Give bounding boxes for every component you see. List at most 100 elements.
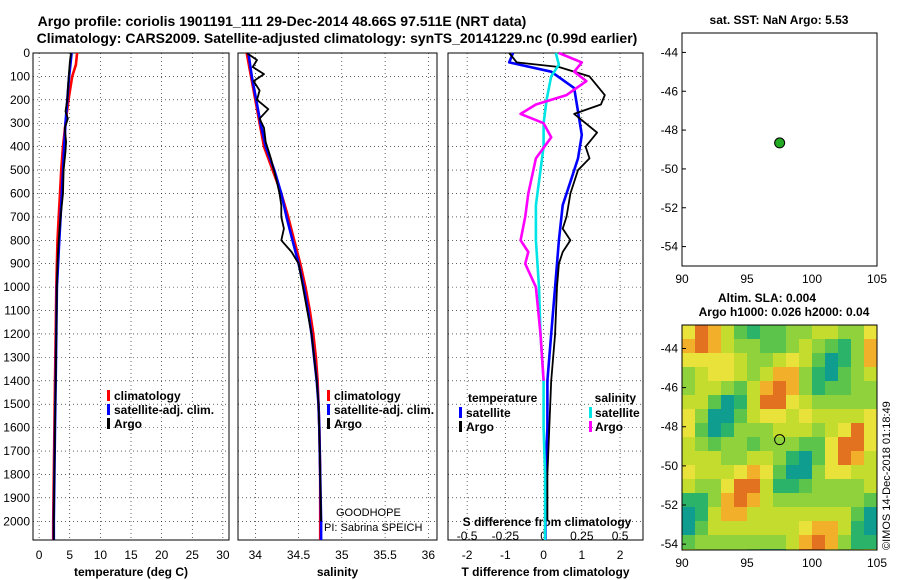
legend-label: satellite-adj. clim. xyxy=(334,403,434,417)
sla-cell xyxy=(708,339,721,353)
sla-cell xyxy=(760,395,773,409)
sla-cell xyxy=(851,423,864,437)
sla-cell xyxy=(721,325,734,339)
x-tick-label: 20 xyxy=(155,548,169,562)
sla-cell xyxy=(682,325,695,339)
sla-cell xyxy=(786,367,799,381)
sla-cell xyxy=(786,409,799,423)
sla-cell xyxy=(760,507,773,521)
sla-cell xyxy=(682,465,695,479)
sst-map-panel: 90 95 100 105 -44 -46 -48 -50 -52 -54 sat. SST: Na… xyxy=(661,13,888,286)
sla-cell xyxy=(747,493,760,507)
sla-cell xyxy=(682,535,695,549)
sla-cell xyxy=(773,409,786,423)
depth-tick-label: 1600 xyxy=(3,421,30,435)
depth-tick-label: 500 xyxy=(10,163,30,177)
lon-tick-label: 90 xyxy=(675,272,689,286)
sla-cell xyxy=(851,451,864,465)
depth-tick-label: 700 xyxy=(10,210,30,224)
sla-cell xyxy=(734,507,747,521)
sla-cell xyxy=(864,325,877,339)
sla-cell xyxy=(682,353,695,367)
legend-label: Argo xyxy=(595,420,623,434)
sla-cell xyxy=(825,479,838,493)
x-axis-label: T difference from climatology xyxy=(461,565,629,579)
sla-cell xyxy=(799,479,812,493)
depth-tick-label: 400 xyxy=(10,140,30,154)
sla-cell xyxy=(747,409,760,423)
sla-cell xyxy=(838,353,851,367)
x-tick-label: 10 xyxy=(94,548,108,562)
sla-cell xyxy=(799,367,812,381)
sla-cell xyxy=(695,465,708,479)
sla-cell xyxy=(708,465,721,479)
legend-label: climatology xyxy=(334,389,401,403)
sla-cell xyxy=(864,353,877,367)
x-axis-label: temperature (deg C) xyxy=(74,565,188,579)
depth-tick-label: 1900 xyxy=(3,491,30,505)
legend-label: Argo xyxy=(334,417,362,431)
sla-cell xyxy=(773,479,786,493)
sla-cell xyxy=(773,395,786,409)
sla-cell xyxy=(864,437,877,451)
sla-cell xyxy=(825,353,838,367)
sla-cell xyxy=(812,423,825,437)
x-tick-label: 5 xyxy=(66,548,73,562)
sla-cell xyxy=(708,535,721,549)
sla-cell xyxy=(799,493,812,507)
sla-cell xyxy=(851,381,864,395)
sla-cell xyxy=(721,367,734,381)
sla-cell xyxy=(747,479,760,493)
sla-cell xyxy=(825,367,838,381)
sla-cell xyxy=(682,367,695,381)
sla-cell xyxy=(708,479,721,493)
depth-tick-label: 1400 xyxy=(3,374,30,388)
sla-cell xyxy=(786,423,799,437)
lat-tick-label: -48 xyxy=(661,420,679,434)
sla-map-subtitle: Argo h1000: 0.026 h2000: 0.04 xyxy=(699,305,870,319)
legend-swatch-0 xyxy=(107,390,110,401)
x-tick-label: 15 xyxy=(124,548,138,562)
legend-swatch-2 xyxy=(107,418,110,429)
sla-cell xyxy=(812,507,825,521)
sla-cell xyxy=(708,507,721,521)
top-x-tick-label: 0.5 xyxy=(612,529,629,543)
sla-cell xyxy=(799,395,812,409)
sla-cell xyxy=(812,367,825,381)
series-line-0 xyxy=(507,52,584,540)
sla-cell xyxy=(851,339,864,353)
lon-tick-label: 95 xyxy=(740,272,754,286)
sla-cell xyxy=(695,507,708,521)
depth-tick-label: 1000 xyxy=(3,280,30,294)
sst-map-title: sat. SST: NaN Argo: 5.53 xyxy=(710,13,849,27)
sla-cell xyxy=(812,493,825,507)
sla-cell xyxy=(708,493,721,507)
depth-tick-label: 2000 xyxy=(3,514,30,528)
sla-cell xyxy=(851,395,864,409)
sla-cell xyxy=(864,395,877,409)
sla-cell xyxy=(721,381,734,395)
series-line-2 xyxy=(246,52,322,522)
sla-cell xyxy=(695,521,708,535)
depth-tick-label: 300 xyxy=(10,116,30,130)
sla-cell xyxy=(812,339,825,353)
lon-tick-label: 90 xyxy=(675,556,689,570)
sla-cell xyxy=(799,521,812,535)
depth-tick-label: 1700 xyxy=(3,444,30,458)
sla-cell xyxy=(721,493,734,507)
legend-title-salinity: salinity xyxy=(595,391,637,405)
sla-cell xyxy=(799,339,812,353)
sla-cell xyxy=(825,465,838,479)
sla-cell xyxy=(786,507,799,521)
sla-cell xyxy=(812,325,825,339)
sla-cell xyxy=(799,437,812,451)
x-tick-label: 2 xyxy=(617,548,624,562)
sla-cell xyxy=(747,521,760,535)
sla-cell xyxy=(747,437,760,451)
series-line-1 xyxy=(508,52,606,522)
sla-cell xyxy=(734,325,747,339)
sla-cell xyxy=(799,381,812,395)
x-tick-label: -2 xyxy=(462,548,473,562)
sla-cell xyxy=(825,325,838,339)
sla-cell xyxy=(864,423,877,437)
